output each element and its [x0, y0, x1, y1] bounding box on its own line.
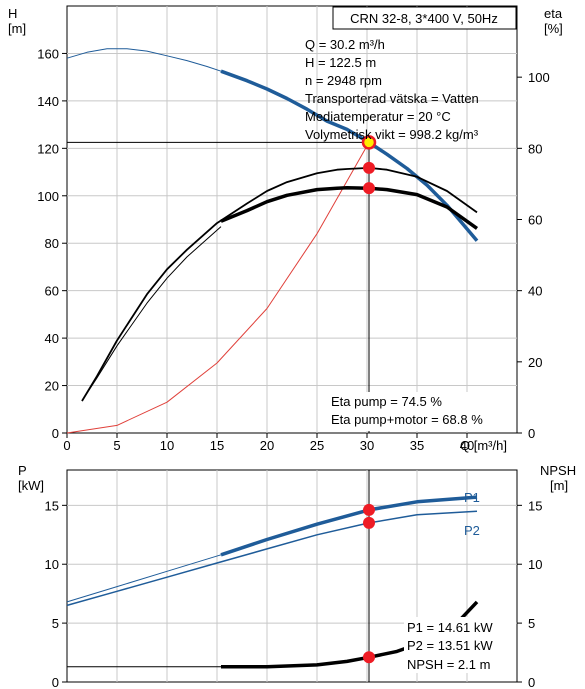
y-right-label-top-2: [%]	[544, 21, 563, 36]
x-tick-label: 35	[410, 438, 424, 453]
x-tick-label: 25	[310, 438, 324, 453]
info-block: Q = 30.2 m³/h H = 122.5 m n = 2948 rpm T…	[305, 37, 479, 142]
y-left-tick-label: 5	[52, 616, 59, 631]
series-line-eta-pump-motor	[220, 186, 479, 230]
p1-duty-marker	[363, 503, 375, 516]
y-left-label-top-1: H	[8, 6, 17, 21]
head-duty-marker	[361, 135, 377, 150]
y-right-label-top-1: eta	[544, 6, 563, 21]
series-line-system-curve	[66, 142, 370, 434]
info-line-n: n = 2948 rpm	[305, 73, 382, 88]
eta-label-background	[329, 392, 515, 431]
y-right-tick-label: 0	[528, 426, 535, 441]
info-line-h: H = 122.5 m	[305, 55, 376, 70]
y-right-tick-label: 60	[528, 213, 542, 228]
legend-p2: P2	[464, 523, 480, 538]
y-left-label-bottom-2: [kW]	[18, 478, 44, 493]
y-right-tick-label: 20	[528, 355, 542, 370]
y-left-tick-label: 10	[45, 557, 59, 572]
info-line-temperature: Mediatemperatur = 20 °C	[305, 109, 451, 124]
x-tick-label: 40	[460, 438, 474, 453]
y-left-tick-label: 40	[45, 331, 59, 346]
x-axis-label: Q [m³/h]	[460, 438, 507, 453]
x-tick-label: 10	[160, 438, 174, 453]
eta-pump-label: Eta pump = 74.5 %	[331, 394, 442, 409]
y-right-tick-label: 100	[528, 70, 550, 85]
y-left-tick-label: 60	[45, 284, 59, 299]
x-tick-label: 0	[63, 438, 70, 453]
y-left-tick-label: 160	[37, 46, 59, 61]
series-line-head	[220, 69, 479, 242]
y-left-tick-label: 20	[45, 379, 59, 394]
y-left-tick-label: 100	[37, 189, 59, 204]
p2-duty-marker	[363, 516, 375, 529]
top-series	[66, 48, 479, 434]
x-tick-label: 30	[360, 438, 374, 453]
title-box	[332, 6, 517, 30]
series-line-eta-pump	[81, 167, 478, 402]
series-line-p2	[66, 510, 478, 607]
x-tick-label: 20	[260, 438, 274, 453]
npsh-duty-marker	[363, 651, 375, 664]
info-line-q: Q = 30.2 m³/h	[305, 37, 385, 52]
y-right-tick-label: 10	[528, 557, 542, 572]
p2-value-label: P2 = 13.51 kW	[407, 638, 493, 653]
x-tick-label: 15	[210, 438, 224, 453]
y-right-tick-label: 15	[528, 498, 542, 513]
series-line-p1-extrapolated	[66, 554, 222, 603]
y-left-tick-label: 120	[37, 141, 59, 156]
top-tick-labels: 0 5 10 15 20 25 30 35 40 0 20 40 60 80 100 120 140 160 0 20…	[37, 46, 549, 453]
y-left-tick-label: 0	[52, 426, 59, 441]
eta-pump-duty-marker	[363, 161, 375, 174]
top-plot-frame	[66, 5, 518, 434]
series-line-eta-pump-motor-extrapolated	[81, 226, 222, 402]
y-right-label-bottom-2: [m]	[550, 478, 568, 493]
y-right-tick-label: 0	[528, 675, 535, 689]
y-left-tick-label: 15	[45, 498, 59, 513]
npsh-value-label: NPSH = 2.1 m	[407, 657, 490, 672]
y-left-tick-label: 140	[37, 94, 59, 109]
y-right-label-bottom-1: NPSH	[540, 463, 576, 478]
y-left-label-bottom-1: P	[18, 463, 27, 478]
eta-total-label: Eta pump+motor = 68.8 %	[331, 412, 483, 427]
y-left-tick-label: 80	[45, 236, 59, 251]
y-right-tick-label: 5	[528, 616, 535, 631]
bottom-tick-labels: 0 5 10 15 0 5 10 15	[45, 498, 543, 689]
legend-p1: P1	[464, 490, 480, 505]
series-line-p1	[220, 495, 478, 557]
y-left-label-top-2: [m]	[8, 21, 26, 36]
power-label-background	[404, 617, 516, 673]
series-line-head-extrapolated	[66, 48, 222, 72]
chart-title: CRN 32-8, 3*400 V, 50Hz	[350, 11, 498, 26]
x-tick-label: 5	[113, 438, 120, 453]
y-right-tick-label: 80	[528, 141, 542, 156]
info-line-density: Volymetrisk vikt = 998.2 kg/m³	[305, 127, 479, 142]
info-line-liquid: Transporterad vätska = Vatten	[305, 91, 479, 106]
eta-total-duty-marker	[363, 182, 375, 195]
p1-value-label: P1 = 14.61 kW	[407, 620, 493, 635]
y-right-tick-label: 40	[528, 284, 542, 299]
y-left-tick-label: 0	[52, 675, 59, 689]
